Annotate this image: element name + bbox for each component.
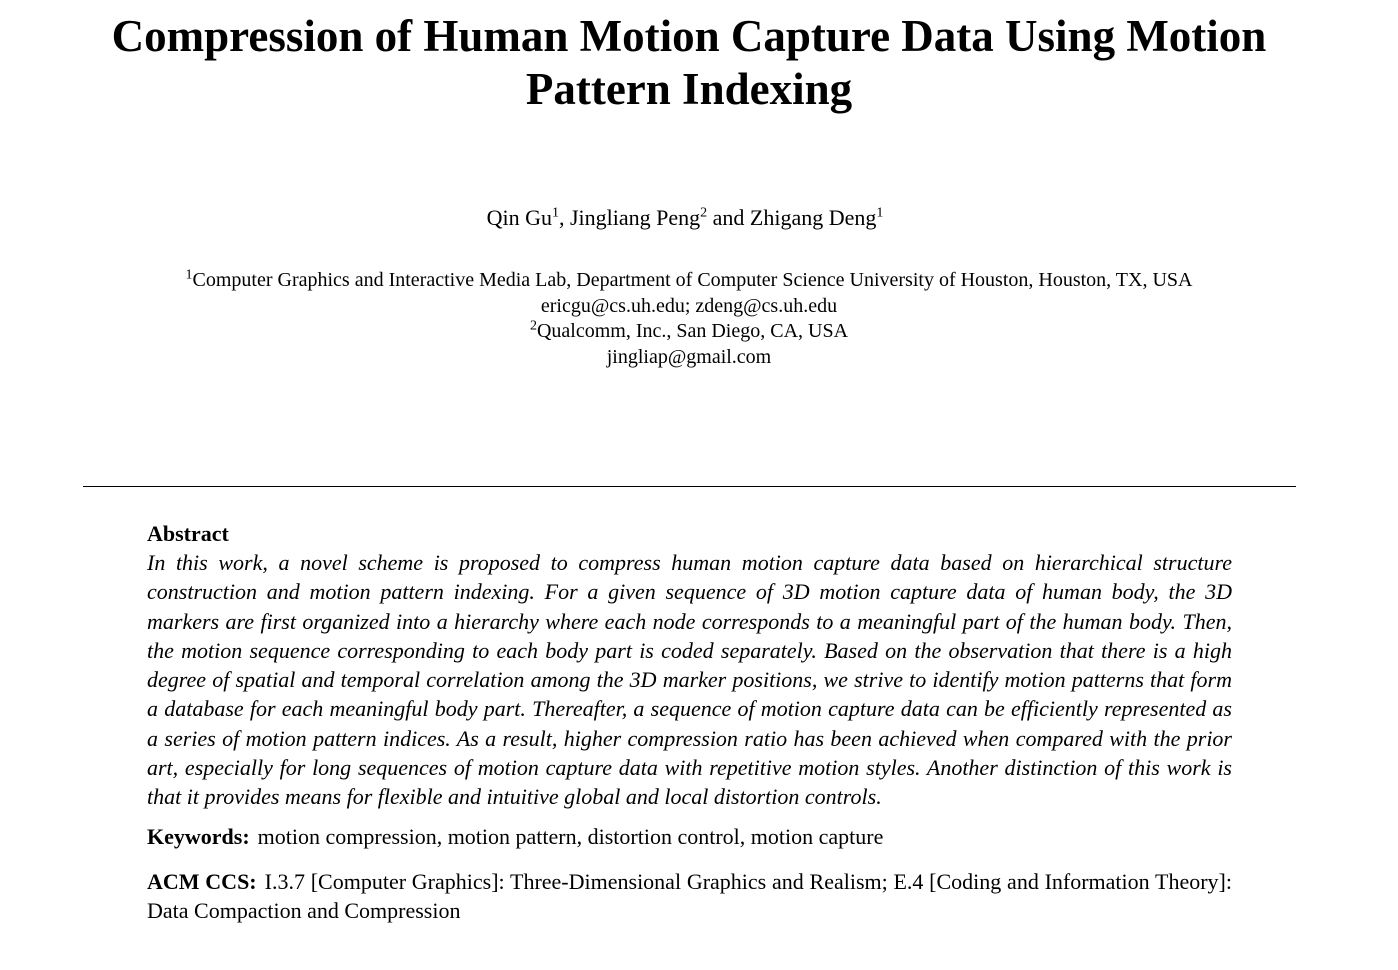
abstract-section: Abstract In this work, a novel scheme is… xyxy=(147,519,1232,925)
affiliation-mark: 1 xyxy=(185,267,193,283)
abstract-text: In this work, a novel scheme is proposed… xyxy=(147,550,1232,810)
affiliation-text: Computer Graphics and Interactive Media … xyxy=(192,269,1193,291)
author-name: Qin Gu xyxy=(486,205,552,230)
keywords-line: Keywords: motion compression, motion patt… xyxy=(147,822,1232,851)
affiliation-block: 1Computer Graphics and Interactive Media… xyxy=(0,268,1378,370)
paper-title: Compression of Human Motion Capture Data… xyxy=(111,11,1267,114)
affiliation-text: Qualcomm, Inc., San Diego, CA, USA xyxy=(536,320,849,342)
author-name: Zhigang Deng xyxy=(749,205,877,230)
affiliation-line: 1Computer Graphics and Interactive Media… xyxy=(0,268,1378,294)
affiliation-email: jingliap@gmail.com xyxy=(606,345,772,368)
acm-ccs-line: ACM CCS: I.3.7 [Computer Graphics]: Three… xyxy=(147,867,1232,925)
abstract-heading: Abstract xyxy=(147,521,229,546)
author-separator: and xyxy=(707,205,750,230)
acm-ccs-label: ACM CCS: xyxy=(147,868,257,894)
affiliation-mark: 1 xyxy=(551,205,559,221)
section-divider xyxy=(83,486,1296,487)
author-list: Qin Gu1, Jingliang Peng2 and Zhigang Den… xyxy=(0,204,1370,232)
author-name: Jingliang Peng xyxy=(569,205,701,230)
acm-ccs-text: I.3.7 [Computer Graphics]: Three-Dimensi… xyxy=(147,868,1232,923)
keywords-text: motion compression, motion pattern, dist… xyxy=(257,823,884,849)
author-separator: , xyxy=(558,205,570,230)
affiliation-line: 2Qualcomm, Inc., San Diego, CA, USA xyxy=(0,319,1378,345)
affiliation-mark: 1 xyxy=(876,205,884,221)
affiliation-mark: 2 xyxy=(529,318,537,334)
keywords-label: Keywords: xyxy=(147,823,250,849)
affiliation-email: ericgu@cs.uh.edu; zdeng@cs.uh.edu xyxy=(540,294,838,317)
affiliation-mark: 2 xyxy=(700,205,708,221)
